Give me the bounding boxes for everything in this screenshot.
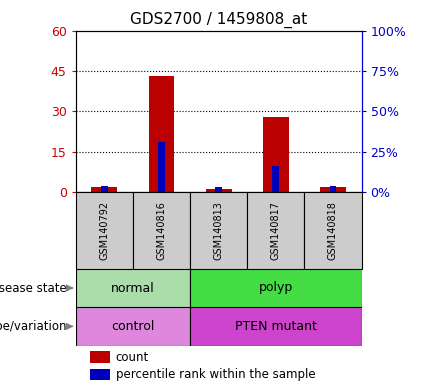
Bar <box>190 307 362 346</box>
Bar <box>190 192 247 269</box>
Bar <box>76 269 190 307</box>
Text: GSM140818: GSM140818 <box>328 201 338 260</box>
Text: count: count <box>116 351 149 364</box>
Bar <box>101 185 108 192</box>
Bar <box>330 185 336 192</box>
Text: percentile rank within the sample: percentile rank within the sample <box>116 368 315 381</box>
Text: normal: normal <box>111 281 155 295</box>
Bar <box>76 192 133 269</box>
Text: genotype/variation: genotype/variation <box>0 320 67 333</box>
Text: PTEN mutant: PTEN mutant <box>235 320 317 333</box>
Bar <box>304 192 362 269</box>
Bar <box>272 166 279 192</box>
Bar <box>247 192 304 269</box>
Text: polyp: polyp <box>259 281 293 295</box>
Bar <box>149 76 174 192</box>
Bar <box>158 142 165 192</box>
Bar <box>215 187 222 192</box>
Bar <box>90 369 110 380</box>
Text: GSM140792: GSM140792 <box>99 201 110 260</box>
Text: GSM140816: GSM140816 <box>156 201 167 260</box>
Bar <box>206 189 232 192</box>
Title: GDS2700 / 1459808_at: GDS2700 / 1459808_at <box>130 12 307 28</box>
Bar <box>91 187 117 192</box>
Text: GSM140817: GSM140817 <box>271 201 281 260</box>
Text: disease state: disease state <box>0 281 67 295</box>
Text: control: control <box>111 320 155 333</box>
Text: GSM140813: GSM140813 <box>213 201 224 260</box>
Bar <box>90 351 110 363</box>
Bar <box>263 117 289 192</box>
Bar <box>76 307 190 346</box>
Bar <box>133 192 190 269</box>
Bar <box>190 269 362 307</box>
Bar <box>320 187 346 192</box>
